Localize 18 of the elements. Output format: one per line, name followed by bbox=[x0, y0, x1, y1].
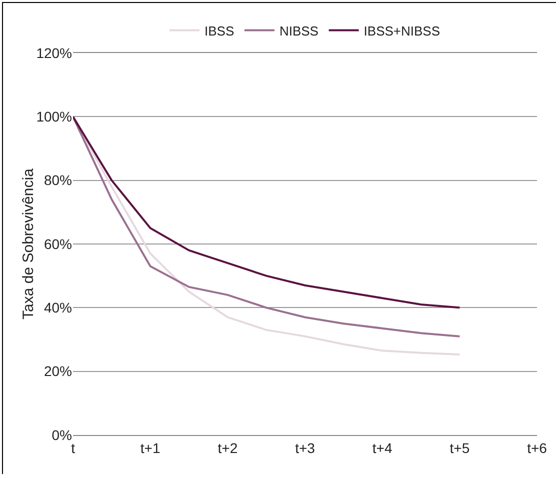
legend-label: NIBSS bbox=[279, 23, 319, 38]
x-tick-label: t bbox=[71, 440, 76, 456]
x-tick-label: t+3 bbox=[295, 440, 316, 456]
x-tick-label: t+2 bbox=[218, 440, 238, 456]
y-tick-label: 80% bbox=[44, 172, 72, 188]
x-tick-label: t+1 bbox=[140, 440, 160, 456]
y-axis-title: Taxa de Sobrevivência bbox=[20, 168, 37, 320]
y-tick-label: 100% bbox=[36, 108, 72, 125]
x-tick-label: t+4 bbox=[372, 440, 392, 456]
legend-label: IBSS+NIBSS bbox=[364, 23, 440, 38]
y-tick-label: 120% bbox=[36, 44, 72, 61]
x-tick-label: t+5 bbox=[450, 440, 470, 456]
y-tick-label: 60% bbox=[44, 236, 72, 252]
y-tick-label: 0% bbox=[52, 426, 72, 443]
y-tick-label: 40% bbox=[44, 300, 72, 316]
legend-label: IBSS bbox=[204, 23, 234, 38]
y-tick-label: 20% bbox=[44, 363, 72, 380]
x-tick-label: t+6 bbox=[527, 440, 548, 456]
